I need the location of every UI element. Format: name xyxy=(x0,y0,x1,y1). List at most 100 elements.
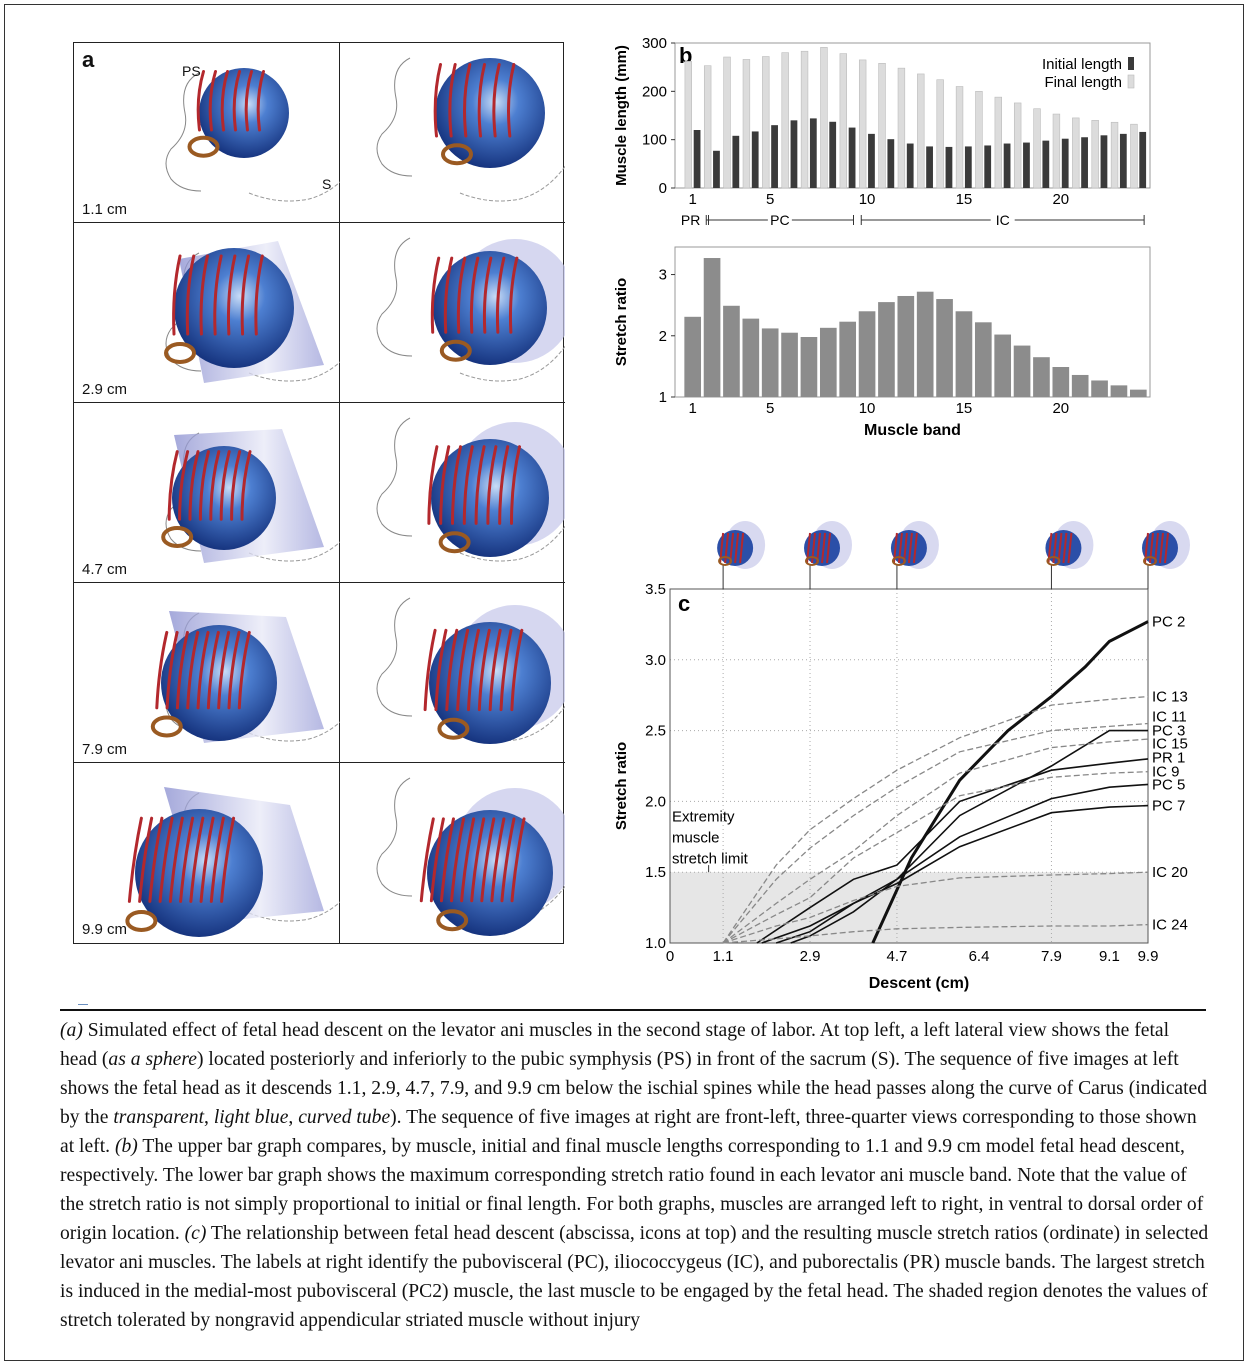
descent-label: 1.1 cm xyxy=(82,201,128,218)
x-tick-label: 20 xyxy=(1052,400,1069,417)
descent-label: 4.7 cm xyxy=(82,561,128,578)
levator-muscle-band xyxy=(220,70,229,132)
bar-final-length xyxy=(1033,108,1041,189)
bar-stretch-ratio xyxy=(781,332,798,397)
icon-muscle-band xyxy=(734,532,740,564)
x-tick-label: 20 xyxy=(1052,191,1069,208)
bar-initial-length xyxy=(1023,142,1030,188)
bar-final-length xyxy=(1091,120,1099,189)
bar-final-length xyxy=(1110,121,1119,189)
fetal-head-illustration xyxy=(125,787,340,937)
pubic-symphysis-label: PS xyxy=(182,63,201,79)
levator-muscle-band xyxy=(480,817,496,903)
series-line xyxy=(722,695,1149,944)
levator-muscle-band xyxy=(256,70,265,132)
levator-muscle-band xyxy=(510,445,521,525)
pelvic-ring xyxy=(125,910,158,932)
levator-muscle-band xyxy=(209,816,225,903)
levator-muscle-band xyxy=(155,630,169,710)
levator-muscle-band xyxy=(179,816,195,903)
series-label: PC 3 xyxy=(1152,723,1185,740)
stretch-limit-label: muscle xyxy=(672,829,720,846)
levator-muscle-band xyxy=(220,816,236,903)
caption-text: , xyxy=(204,1107,214,1128)
series-line xyxy=(871,620,1149,944)
icon-muscle-band xyxy=(1067,532,1073,564)
shaded-stretch-limit xyxy=(670,872,1148,943)
levator-muscle-band xyxy=(172,254,182,336)
fetal-head-illustration xyxy=(150,611,340,743)
panel-c-letter: c xyxy=(678,591,690,616)
y-tick-label: 3.0 xyxy=(645,652,666,669)
levator-muscle-band xyxy=(495,256,506,334)
levator-muscle-band xyxy=(196,70,205,132)
bar-stretch-ratio xyxy=(1110,385,1128,397)
levator-muscle-band xyxy=(462,445,474,525)
caption-emphasis: as a sphere xyxy=(108,1049,197,1070)
legend-swatch xyxy=(1127,74,1135,89)
levator-muscle-band xyxy=(209,450,221,521)
levator-muscle-band xyxy=(427,445,439,525)
pelvis-outline xyxy=(376,237,413,357)
series-line xyxy=(722,871,1149,944)
chart-c: c 1.0 1.5 2.0 2.5 3.0 3.5 0 1.1 2.9 4.7 6.4 7.9 9.1 9.… xyxy=(613,521,1190,992)
bar-initial-length xyxy=(1061,138,1069,188)
caption-text: ). The sequence of five images at right … xyxy=(60,1107,1197,1157)
levator-muscle-band xyxy=(498,445,510,525)
levator-muscle-band xyxy=(230,450,242,521)
icon-ring xyxy=(1143,556,1157,566)
pelvic-ring xyxy=(439,339,472,362)
series-label: IC 15 xyxy=(1152,735,1188,752)
x-tick-label: 9.9 xyxy=(1138,948,1159,965)
sacrum-outline xyxy=(248,361,340,382)
pelvic-ring xyxy=(438,531,471,554)
levator-muscle-band xyxy=(469,256,480,334)
caption-rule-mark xyxy=(78,1004,88,1005)
levator-muscle-band xyxy=(208,70,217,132)
bar-initial-length xyxy=(984,145,992,188)
x-tick-label: 0 xyxy=(666,948,674,965)
bar-stretch-ratio xyxy=(800,337,818,397)
levator-muscle-band xyxy=(439,817,455,903)
y-axis-label: Stretch ratio xyxy=(613,742,630,830)
levator-muscle-band xyxy=(474,445,486,525)
icon-muscle-band xyxy=(1062,532,1068,564)
levator-muscle-band xyxy=(186,630,200,710)
caption-tag-a: (a) xyxy=(60,1020,83,1041)
levator-muscle-band xyxy=(240,450,252,521)
levator-muscle-band xyxy=(165,630,179,710)
levator-muscle-band xyxy=(199,816,215,903)
panel-a-cell xyxy=(74,763,340,943)
levator-muscle-band xyxy=(167,450,179,521)
bar-stretch-ratio xyxy=(1091,380,1108,397)
x-tick-label: 7.9 xyxy=(1041,948,1062,965)
caption-emphasis: curved tube xyxy=(298,1107,391,1128)
series-label: IC 24 xyxy=(1152,917,1188,934)
bar-stretch-ratio xyxy=(1013,345,1031,397)
bar-final-length xyxy=(703,65,712,189)
panel-a-cell xyxy=(340,223,565,403)
pelvis-outline xyxy=(376,57,413,177)
bar-stretch-ratio xyxy=(974,322,992,397)
icon-ring xyxy=(1046,556,1061,566)
x-axis-label: Muscle band xyxy=(864,422,961,439)
bar-initial-length xyxy=(945,146,953,188)
levator-muscle-band xyxy=(199,254,209,336)
levator-muscle-band xyxy=(466,628,480,712)
fetal-head-illustration xyxy=(164,241,340,383)
y-tick-label: 2.5 xyxy=(645,723,666,740)
bar-final-length xyxy=(858,59,867,189)
bar-stretch-ratio xyxy=(955,311,973,397)
levator-muscle-band xyxy=(185,254,196,336)
x-tick-label: 10 xyxy=(859,400,876,417)
sacrum-outline xyxy=(248,541,340,562)
icon-muscle-band xyxy=(739,532,745,564)
pelvic-ring xyxy=(150,715,183,738)
bar-stretch-ratio xyxy=(723,305,740,397)
sacrum-outline xyxy=(248,181,340,202)
caption-emphasis: light blue xyxy=(213,1107,289,1128)
levator-muscle-band xyxy=(460,817,476,903)
levator-muscle-band xyxy=(196,630,210,710)
